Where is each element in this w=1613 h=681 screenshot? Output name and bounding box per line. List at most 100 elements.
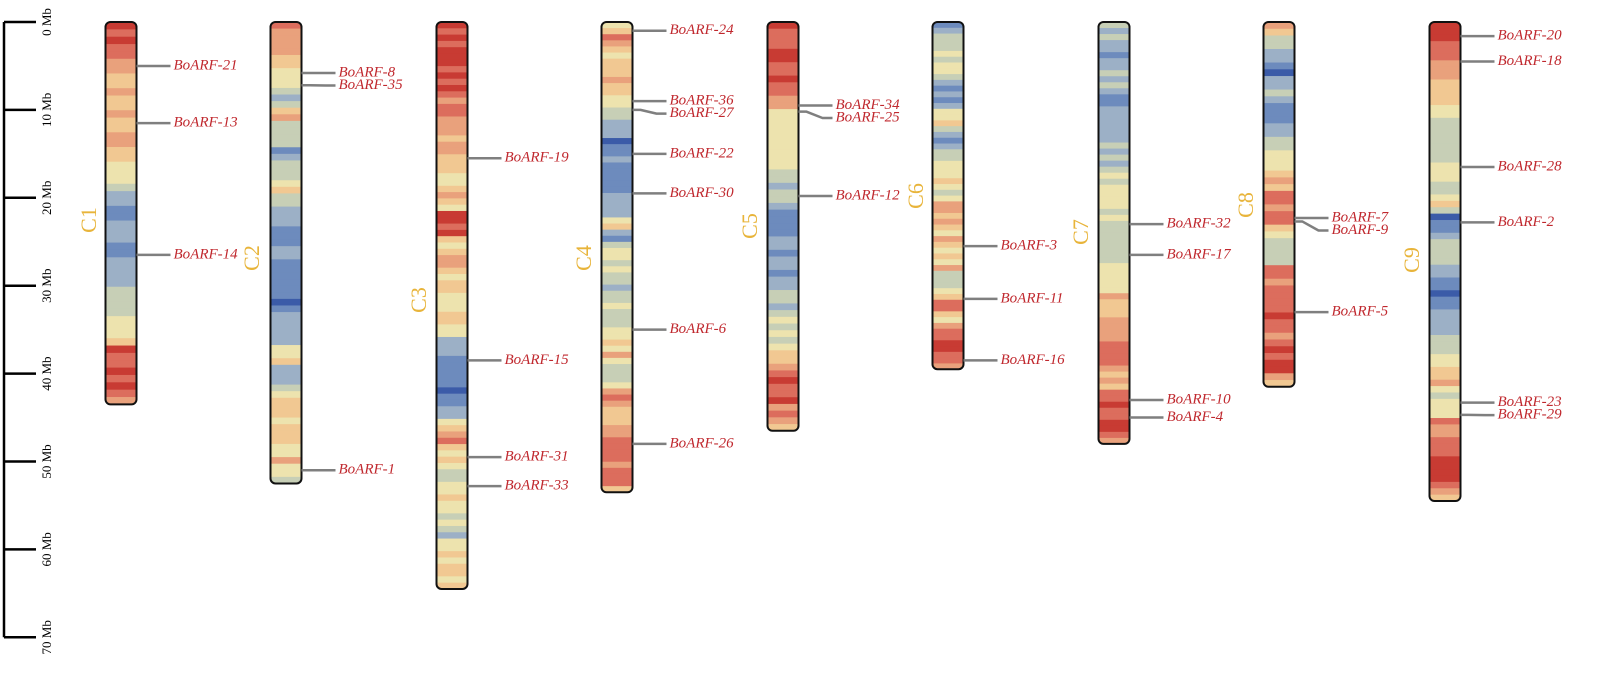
gene-label: BoARF-11 — [1001, 290, 1064, 306]
density-band — [106, 51, 137, 59]
density-band — [271, 404, 302, 411]
gene-label: BoARF-31 — [505, 449, 569, 465]
density-band — [1264, 373, 1295, 380]
density-band — [602, 413, 633, 420]
density-band — [768, 29, 799, 36]
chromosome-label: C2 — [239, 245, 264, 271]
density-band — [437, 22, 468, 29]
density-band — [437, 312, 468, 319]
density-band — [1264, 279, 1295, 286]
density-band — [602, 181, 633, 188]
density-band — [1264, 326, 1295, 333]
density-band — [271, 437, 302, 444]
density-band — [437, 425, 468, 432]
density-band — [1099, 143, 1130, 150]
density-band — [933, 346, 964, 352]
density-band — [1099, 281, 1130, 288]
density-band — [1430, 373, 1461, 380]
density-band — [1430, 380, 1461, 387]
density-band — [602, 254, 633, 261]
density-band — [106, 22, 137, 30]
density-band — [933, 155, 964, 161]
density-band — [271, 299, 302, 306]
gene-label: BoARF-19 — [505, 150, 570, 166]
density-band — [768, 263, 799, 270]
gene-label: BoARF-22 — [670, 145, 735, 161]
density-band — [437, 116, 468, 123]
density-band — [602, 272, 633, 279]
density-band — [602, 40, 633, 47]
density-band — [271, 378, 302, 385]
density-band — [437, 501, 468, 508]
gene-label: BoARF-26 — [670, 435, 735, 451]
density-band — [437, 85, 468, 92]
gene-label: BoARF-18 — [1498, 53, 1563, 69]
density-band — [1430, 35, 1461, 42]
density-band — [437, 173, 468, 180]
density-band — [437, 381, 468, 388]
gene-label: BoARF-24 — [670, 22, 735, 38]
density-band — [1430, 220, 1461, 227]
density-band — [768, 290, 799, 297]
density-band — [933, 294, 964, 300]
density-band — [933, 120, 964, 126]
density-band — [933, 201, 964, 207]
density-band — [933, 288, 964, 294]
density-band — [437, 375, 468, 382]
density-band — [1430, 303, 1461, 310]
density-band — [1264, 218, 1295, 225]
density-band — [602, 59, 633, 66]
density-band — [106, 118, 137, 126]
density-band — [602, 443, 633, 450]
density-band — [602, 83, 633, 90]
density-band — [1264, 42, 1295, 49]
density-band — [437, 98, 468, 105]
density-band — [1099, 317, 1130, 324]
density-band — [1430, 105, 1461, 112]
gene-label: BoARF-12 — [836, 187, 901, 203]
density-band — [271, 29, 302, 36]
density-band — [768, 22, 799, 29]
density-band — [602, 303, 633, 310]
density-band — [1264, 184, 1295, 191]
density-band — [437, 123, 468, 130]
density-band — [602, 242, 633, 249]
density-band — [437, 280, 468, 287]
density-band — [933, 103, 964, 109]
density-band — [271, 305, 302, 312]
density-band — [106, 88, 137, 96]
density-band — [437, 305, 468, 312]
density-band — [602, 28, 633, 35]
density-band — [768, 143, 799, 150]
density-band — [933, 184, 964, 190]
density-band — [768, 364, 799, 371]
density-band — [437, 249, 468, 256]
density-band — [768, 303, 799, 310]
density-band — [1099, 299, 1130, 306]
density-band — [933, 138, 964, 144]
density-band — [933, 109, 964, 115]
density-band — [1264, 252, 1295, 259]
density-band — [437, 274, 468, 281]
density-band — [1264, 272, 1295, 279]
density-band — [768, 216, 799, 223]
density-band — [271, 213, 302, 220]
density-band — [933, 34, 964, 40]
density-band — [1430, 329, 1461, 336]
density-band — [933, 253, 964, 259]
density-band — [271, 319, 302, 326]
density-band — [602, 260, 633, 267]
density-band — [437, 104, 468, 111]
density-band — [1099, 432, 1130, 439]
density-band — [1099, 263, 1130, 270]
density-band — [1264, 258, 1295, 265]
density-band — [1099, 88, 1130, 95]
density-band — [768, 49, 799, 56]
density-band — [271, 352, 302, 359]
gene-label: BoARF-4 — [1167, 409, 1224, 425]
density-band — [602, 236, 633, 243]
density-band — [768, 397, 799, 404]
density-band — [602, 77, 633, 84]
density-band — [437, 368, 468, 375]
chromosome-label: C1 — [76, 207, 101, 233]
